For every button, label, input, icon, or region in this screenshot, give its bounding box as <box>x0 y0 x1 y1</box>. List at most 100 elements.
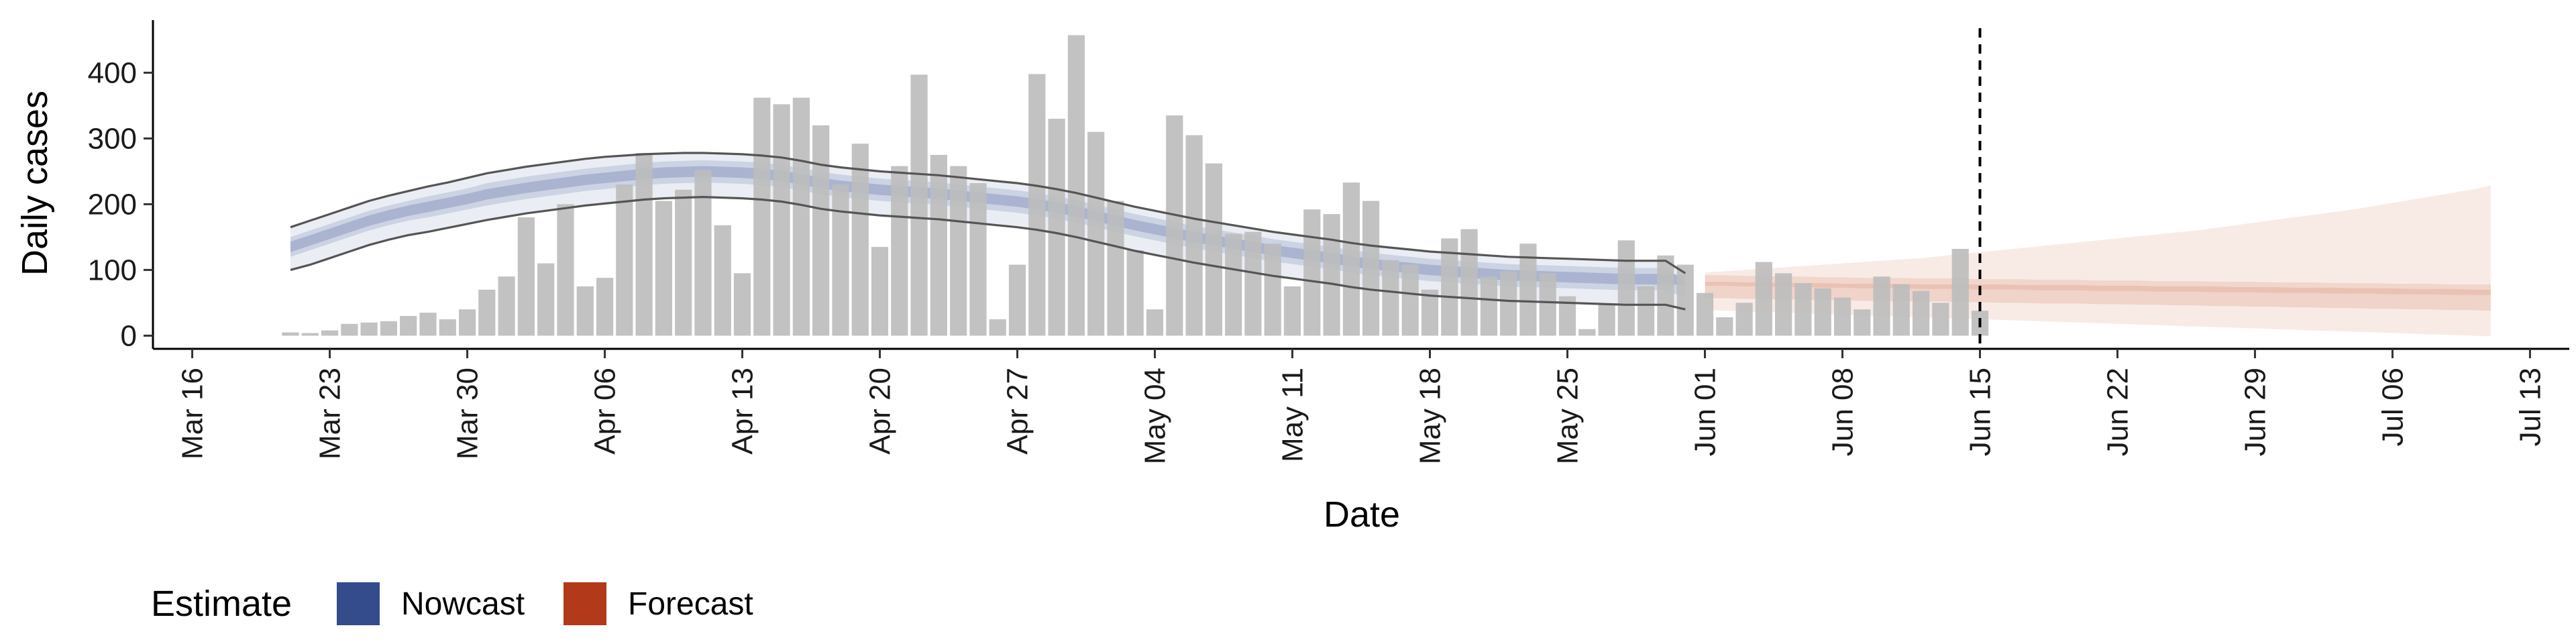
case-bar <box>635 153 653 336</box>
y-tick-label: 400 <box>88 56 137 89</box>
y-tick-label: 0 <box>121 319 137 352</box>
case-bar <box>341 323 358 336</box>
case-bar <box>1146 309 1164 336</box>
case-bar <box>1401 264 1419 336</box>
case-bar <box>1421 289 1439 336</box>
case-bar <box>1283 286 1301 336</box>
case-bar <box>419 313 437 336</box>
case-bar <box>694 170 712 336</box>
case-bar <box>1166 115 1183 336</box>
case-bar <box>792 97 810 336</box>
case-bar <box>537 263 555 336</box>
case-bar <box>1794 283 1812 336</box>
case-bar <box>1303 209 1321 336</box>
case-bar <box>517 217 535 336</box>
case-bar <box>891 166 908 336</box>
case-bar <box>360 322 378 336</box>
case-bar <box>1578 329 1596 336</box>
case-bar <box>576 286 594 336</box>
case-bar <box>400 316 417 336</box>
case-bar <box>439 319 456 336</box>
case-bar <box>1067 35 1085 336</box>
case-bar <box>851 144 869 336</box>
case-bar <box>478 289 496 336</box>
nowcast-lower-line <box>290 195 1686 311</box>
case-bar <box>1854 309 1871 336</box>
axes-layer: 0 100 200 300 400 Mar 16 Mar 23 Mar 30 Apr 06 Apr… <box>88 20 2569 464</box>
case-bar <box>282 332 299 336</box>
case-bar <box>1913 290 1930 336</box>
case-bar <box>871 247 889 336</box>
case-bar <box>1735 303 1753 336</box>
case-bar <box>1951 249 1969 336</box>
x-tick-label: Jul 06 <box>2376 368 2409 446</box>
x-tick-label: May 04 <box>1139 368 1172 464</box>
case-bar <box>1048 119 1065 336</box>
x-tick-label: Apr 06 <box>589 368 622 455</box>
case-bar <box>655 201 672 336</box>
case-bar <box>1500 271 1517 336</box>
case-bar <box>321 330 339 336</box>
case-bar <box>1873 276 1890 336</box>
case-bar <box>1539 273 1556 336</box>
legend-swatch-nowcast <box>337 582 380 625</box>
case-bar <box>1892 284 1910 336</box>
y-axis-title: Daily cases <box>15 91 55 276</box>
x-tick-label: Jun 22 <box>2101 368 2134 456</box>
legend-label-forecast: Forecast <box>628 586 753 622</box>
x-tick-label: Jun 01 <box>1688 368 1721 456</box>
case-bar <box>1225 233 1242 336</box>
case-bar <box>1833 297 1851 336</box>
case-bar <box>950 166 967 336</box>
case-bar <box>1676 264 1694 336</box>
case-bar <box>1775 273 1792 336</box>
case-bar <box>1382 260 1399 336</box>
x-tick-label: May 25 <box>1551 368 1584 464</box>
case-bar <box>812 125 830 336</box>
case-bar <box>596 278 614 336</box>
case-bar <box>675 189 692 336</box>
case-bar <box>753 97 771 336</box>
case-bar <box>1087 131 1105 336</box>
case-bar <box>1244 231 1262 336</box>
case-bar <box>1696 292 1714 336</box>
case-bar <box>1107 201 1124 336</box>
x-tick-label: Apr 20 <box>864 368 897 455</box>
case-bar <box>301 333 319 336</box>
case-bar <box>714 225 731 336</box>
x-tick-label: Mar 23 <box>314 368 347 460</box>
case-bar <box>969 183 987 336</box>
case-bar <box>1932 303 1949 336</box>
x-tick-label: Apr 13 <box>727 368 759 455</box>
case-bar <box>1205 163 1222 336</box>
legend-label-nowcast: Nowcast <box>401 586 525 622</box>
y-tick-label: 200 <box>88 188 137 221</box>
legend: Estimate Nowcast Forecast <box>151 582 753 625</box>
forecast-median-band <box>1705 275 2491 295</box>
case-bar <box>1323 214 1340 336</box>
case-bar <box>1814 288 1831 336</box>
case-bar <box>1028 74 1046 336</box>
x-tick-label: May 18 <box>1413 368 1446 464</box>
case-bar <box>1185 135 1203 336</box>
case-bar <box>1480 276 1497 336</box>
case-bars-layer <box>282 35 1989 336</box>
case-bar <box>733 273 751 336</box>
legend-title: Estimate <box>151 584 292 624</box>
x-tick-label: May 11 <box>1277 368 1309 462</box>
case-bar <box>1126 250 1144 336</box>
case-bar <box>1008 264 1026 336</box>
case-bar <box>1755 262 1772 336</box>
case-bar <box>1638 286 1655 336</box>
x-tick-label: Mar 30 <box>451 368 484 460</box>
x-tick-label: Jun 08 <box>1826 368 1859 456</box>
x-axis-title: Date <box>1324 494 1400 535</box>
case-bar <box>1617 240 1635 336</box>
case-bar <box>832 184 849 336</box>
x-tick-label: Jul 13 <box>2514 368 2546 446</box>
case-bar <box>910 74 928 336</box>
case-bar <box>459 309 476 336</box>
case-bar <box>616 184 633 336</box>
case-bar <box>1460 229 1478 336</box>
